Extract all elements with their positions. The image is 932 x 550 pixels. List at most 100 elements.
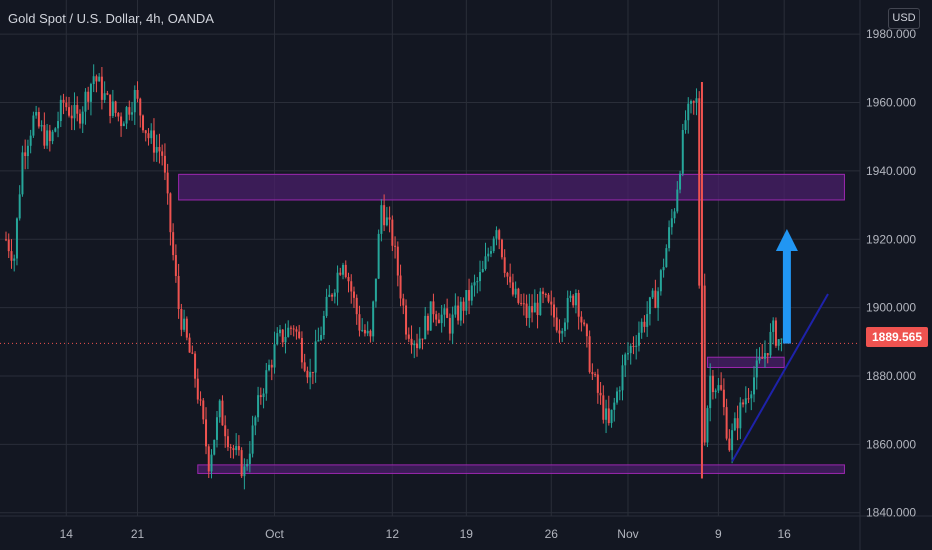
candle-body bbox=[454, 305, 457, 315]
candle-body bbox=[698, 98, 701, 286]
candle-body bbox=[300, 337, 303, 363]
candle-body bbox=[690, 101, 692, 104]
candle-body bbox=[98, 76, 101, 82]
x-tick-label: 9 bbox=[715, 527, 722, 541]
candle-body bbox=[100, 76, 103, 100]
candle-body bbox=[281, 329, 284, 343]
candle-body bbox=[221, 400, 224, 426]
candle-body bbox=[533, 302, 536, 313]
candle-body bbox=[32, 115, 35, 136]
candle-body bbox=[185, 318, 188, 338]
candle-body bbox=[580, 316, 583, 323]
candle-body bbox=[133, 89, 136, 113]
candle-body bbox=[48, 130, 51, 142]
candle-body bbox=[563, 322, 566, 331]
candle-body bbox=[755, 360, 758, 378]
candle-body bbox=[396, 246, 399, 276]
candle-body bbox=[117, 112, 120, 117]
candle-body bbox=[240, 450, 243, 477]
candle-body bbox=[670, 218, 673, 228]
candle-body bbox=[684, 120, 687, 130]
candle-body bbox=[394, 245, 397, 247]
x-tick-label: 14 bbox=[60, 527, 74, 541]
candle-body bbox=[599, 392, 602, 396]
candle-body bbox=[539, 291, 542, 316]
candle-body bbox=[753, 377, 756, 395]
candle-body bbox=[325, 296, 328, 316]
candle-body bbox=[70, 115, 73, 119]
candle-body bbox=[311, 371, 314, 373]
candle-body bbox=[333, 292, 336, 297]
candle-body bbox=[577, 292, 580, 317]
x-tick-label: 19 bbox=[460, 527, 474, 541]
candle-body bbox=[728, 438, 731, 451]
x-axis: 14 21 Oct 12 19 26 Nov 9 16 bbox=[60, 527, 792, 541]
candle-body bbox=[68, 107, 71, 116]
candle-body bbox=[383, 205, 386, 226]
candle-body bbox=[163, 155, 166, 173]
candle-body bbox=[229, 447, 232, 449]
candle-body bbox=[284, 336, 287, 343]
candle-body bbox=[347, 277, 350, 282]
candle-body bbox=[358, 314, 361, 331]
candle-body bbox=[342, 264, 345, 275]
candle-body bbox=[270, 364, 273, 368]
candle-body bbox=[416, 343, 418, 349]
candle-body bbox=[248, 453, 251, 464]
candle-body bbox=[632, 345, 635, 347]
candle-body bbox=[520, 302, 523, 304]
candle-body bbox=[742, 402, 745, 405]
x-tick-label: Oct bbox=[265, 527, 284, 541]
candle-body bbox=[451, 314, 454, 334]
candle-body bbox=[152, 130, 155, 153]
candle-body bbox=[624, 354, 627, 366]
candle-body bbox=[114, 101, 117, 113]
candle-body bbox=[372, 301, 375, 337]
candle-body bbox=[709, 375, 712, 409]
candle-body bbox=[531, 306, 534, 313]
candle-body bbox=[276, 333, 279, 345]
candle-body bbox=[646, 314, 649, 327]
candle-body bbox=[388, 217, 391, 220]
candle-body bbox=[331, 294, 334, 297]
candle-body bbox=[224, 425, 227, 437]
candle-body bbox=[621, 365, 624, 391]
candle-body bbox=[470, 285, 473, 301]
y-tick-label: 1940.000 bbox=[866, 164, 916, 178]
x-tick-label: 26 bbox=[545, 527, 559, 541]
candle-body bbox=[432, 301, 435, 315]
candle-body bbox=[29, 135, 32, 146]
candle-body bbox=[344, 264, 347, 278]
candle-body bbox=[218, 400, 221, 418]
candle-body bbox=[254, 417, 257, 426]
candle-body bbox=[84, 91, 87, 112]
candle-body bbox=[174, 255, 177, 277]
candle-body bbox=[131, 112, 134, 115]
candle-body bbox=[122, 123, 125, 127]
candle-body bbox=[150, 130, 153, 139]
candle-body bbox=[166, 172, 169, 194]
candle-body bbox=[328, 294, 331, 297]
candle-body bbox=[380, 205, 383, 234]
current-price-tag: 1889.565 bbox=[866, 327, 928, 347]
candle-body bbox=[659, 270, 662, 292]
candle-body bbox=[648, 297, 651, 315]
candle-body bbox=[662, 267, 665, 271]
candle-body bbox=[596, 374, 599, 393]
candle-body bbox=[413, 343, 416, 346]
candle-body bbox=[591, 372, 594, 375]
currency-button[interactable]: USD bbox=[888, 8, 920, 29]
candle-body bbox=[457, 305, 460, 321]
candle-body bbox=[287, 327, 290, 337]
candle-body bbox=[473, 282, 476, 286]
candle-body bbox=[569, 295, 572, 299]
candle-body bbox=[172, 232, 175, 256]
candle-body bbox=[676, 189, 679, 212]
candle-body bbox=[142, 115, 144, 131]
candle-body bbox=[484, 256, 487, 269]
candle-body bbox=[265, 370, 268, 394]
candle-body bbox=[180, 308, 183, 330]
candle-body bbox=[435, 314, 438, 320]
candle-body bbox=[111, 101, 114, 116]
